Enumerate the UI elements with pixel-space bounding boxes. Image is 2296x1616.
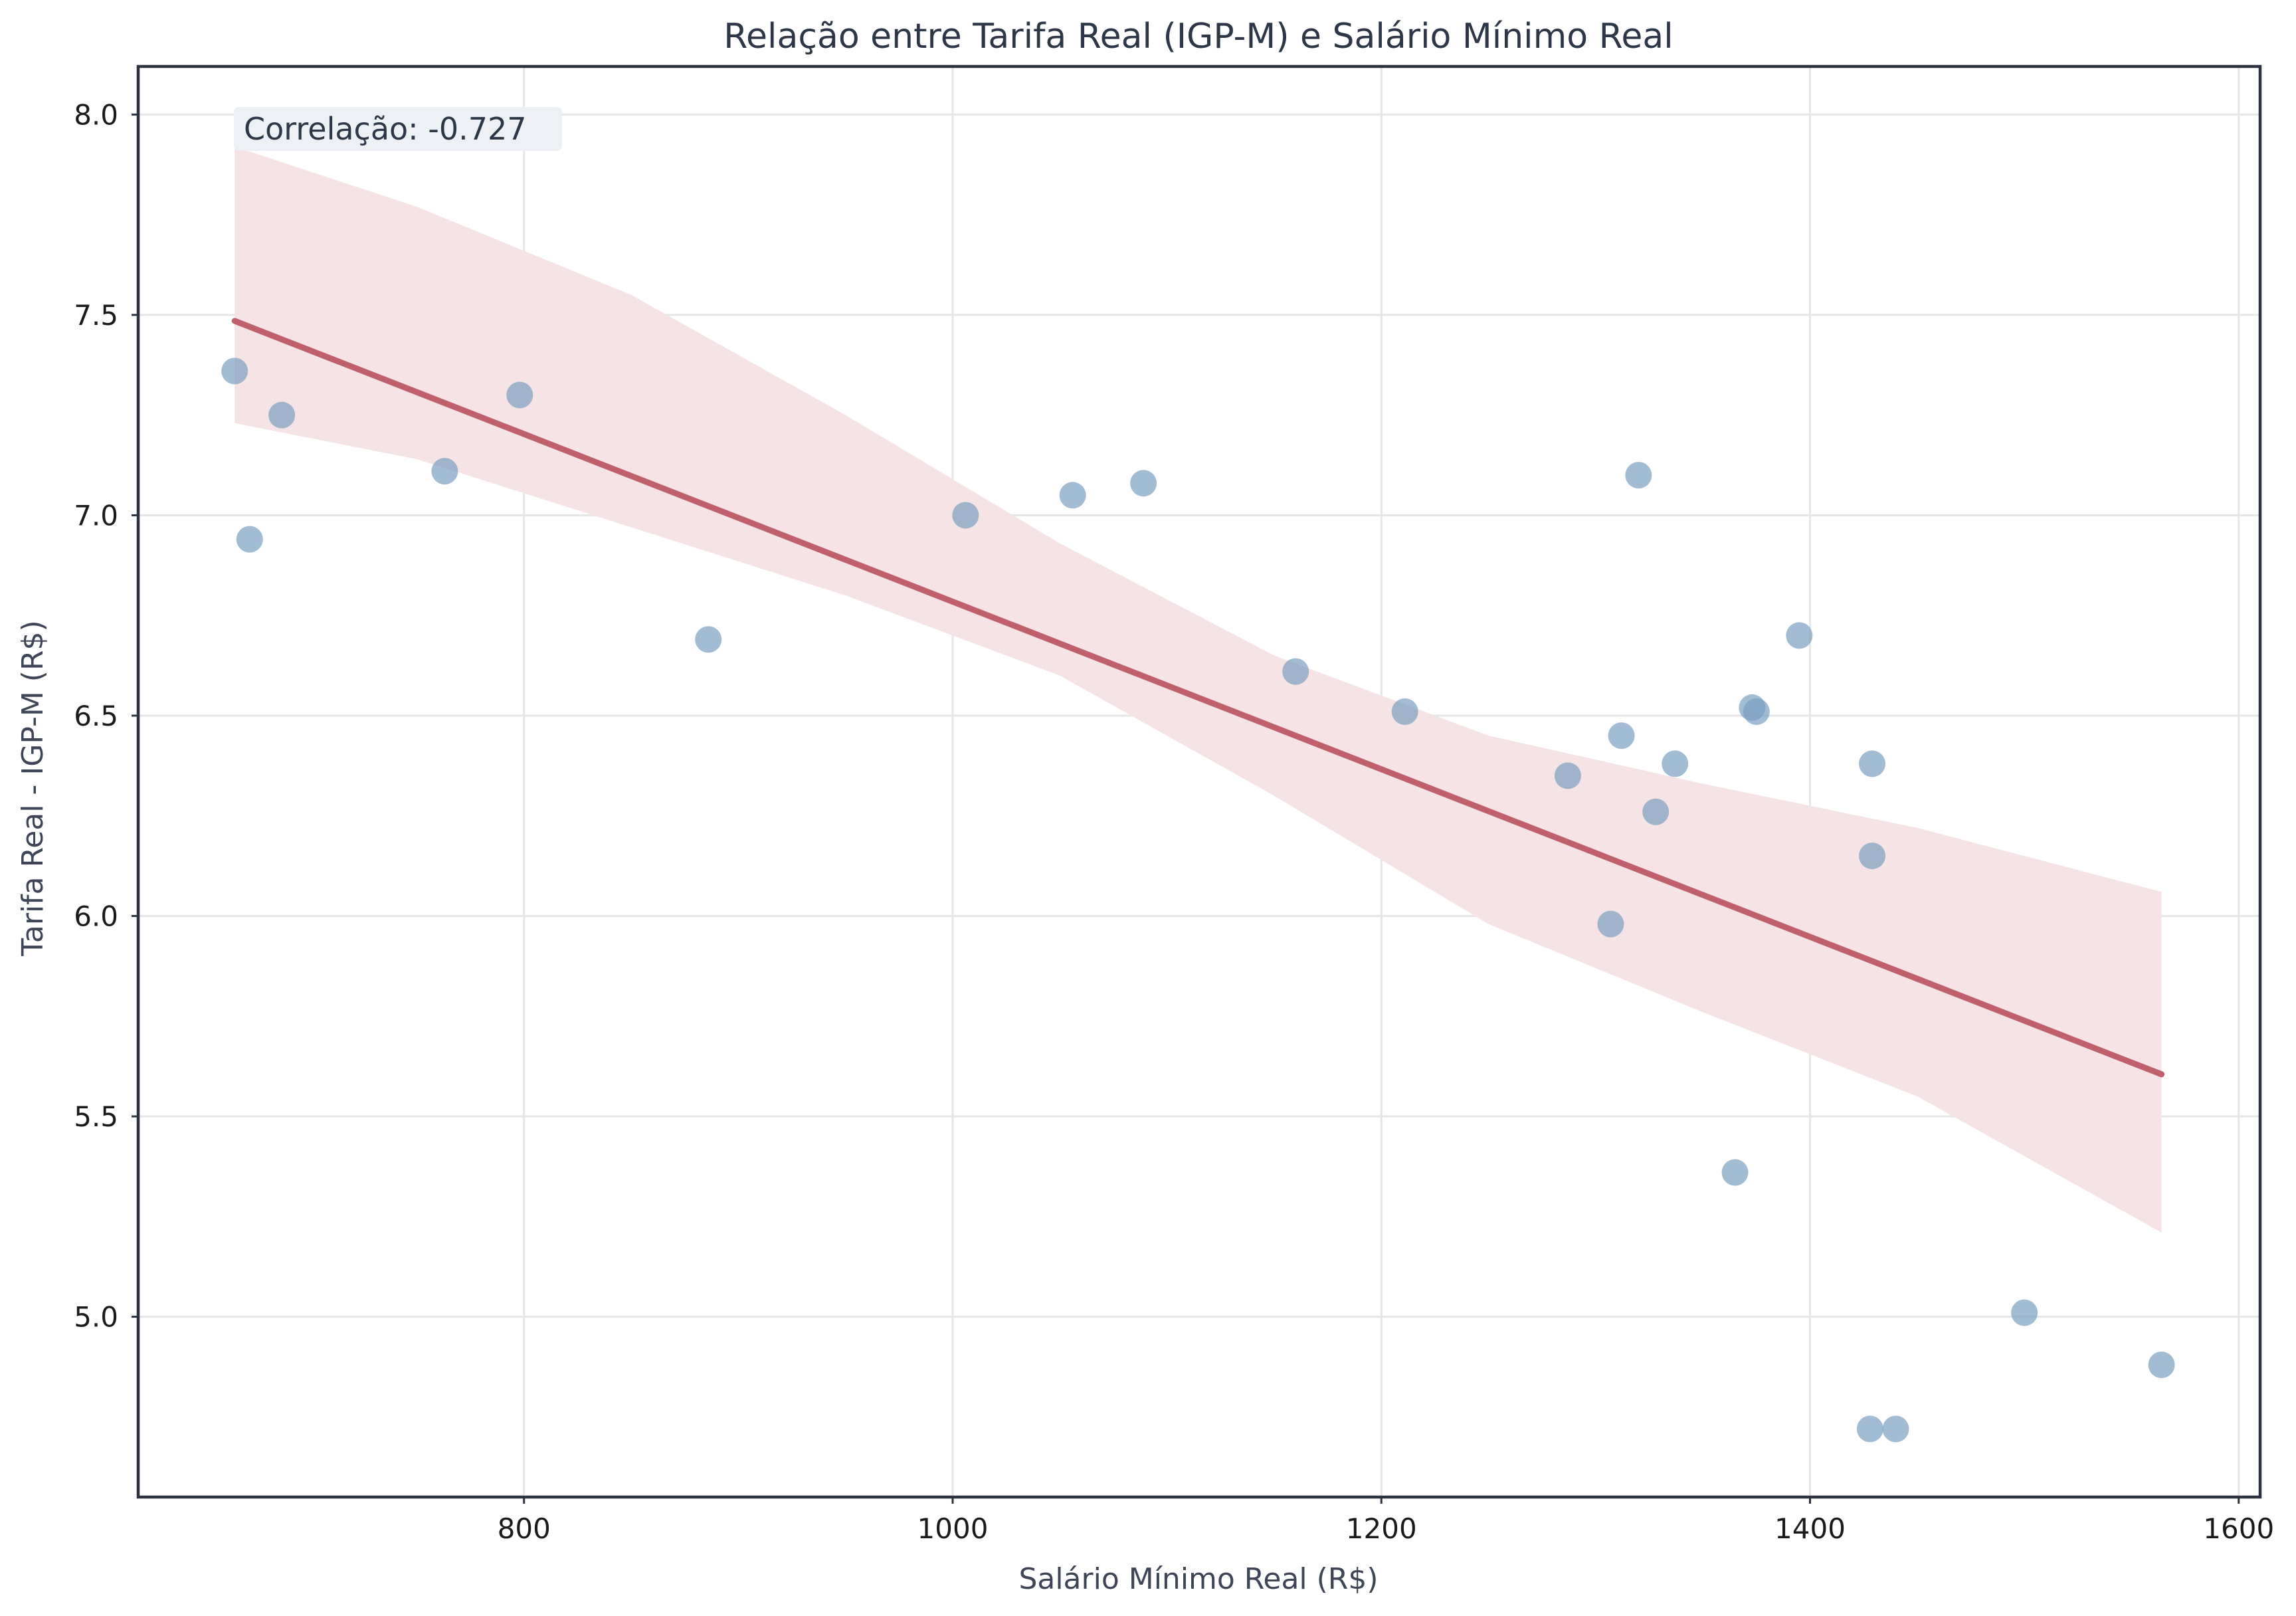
correlation-annotation-text: Correlação: -0.727 bbox=[244, 111, 527, 147]
y-tick-label-3: 6.5 bbox=[74, 700, 118, 732]
x-tick-label-4: 1600 bbox=[2203, 1512, 2274, 1545]
correlation-annotation: Correlação: -0.727 bbox=[234, 107, 562, 151]
data-point-25 bbox=[2011, 1299, 2038, 1326]
x-tick-label-0: 800 bbox=[498, 1512, 551, 1545]
regression-line bbox=[231, 318, 2165, 1078]
data-point-1 bbox=[236, 526, 263, 553]
x-tick-label-1: 1000 bbox=[917, 1512, 989, 1545]
scatter-points bbox=[221, 357, 2175, 1443]
confidence-band-layer bbox=[235, 146, 2162, 1233]
chart-title: Relação entre Tarifa Real (IGP-M) e Salá… bbox=[723, 17, 1673, 56]
data-point-0 bbox=[221, 357, 248, 385]
data-point-14 bbox=[1625, 462, 1652, 489]
data-point-11 bbox=[1554, 762, 1581, 789]
x-tick-label-2: 1200 bbox=[1346, 1512, 1417, 1545]
data-point-13 bbox=[1608, 722, 1635, 750]
y-tick-label-1: 5.5 bbox=[74, 1100, 118, 1133]
correlation-annotation-box bbox=[234, 107, 562, 151]
y-tick-label-6: 8.0 bbox=[74, 98, 118, 131]
x-axis-label: Salário Mínimo Real (R$) bbox=[1018, 1562, 1378, 1596]
y-tick-label-4: 7.0 bbox=[74, 499, 118, 532]
data-point-24 bbox=[1882, 1415, 1909, 1443]
data-point-15 bbox=[1642, 798, 1670, 825]
data-point-12 bbox=[1597, 910, 1624, 938]
data-point-16 bbox=[1662, 750, 1689, 777]
y-tick-label-2: 6.0 bbox=[74, 900, 118, 933]
data-point-10 bbox=[1391, 698, 1418, 725]
y-tick-label-0: 5.0 bbox=[74, 1301, 118, 1334]
data-point-19 bbox=[1743, 698, 1770, 725]
data-point-6 bbox=[952, 502, 979, 529]
data-point-21 bbox=[1856, 1415, 1883, 1443]
x-axis-ticks: 800 1000 1200 1400 1600 bbox=[498, 1497, 2274, 1545]
data-point-23 bbox=[1859, 843, 1886, 870]
data-point-2 bbox=[268, 401, 296, 429]
x-tick-label-3: 1400 bbox=[1774, 1512, 1846, 1545]
data-point-4 bbox=[506, 381, 533, 409]
data-point-20 bbox=[1786, 622, 1813, 649]
data-point-8 bbox=[1130, 470, 1157, 497]
y-tick-label-5: 7.5 bbox=[74, 299, 118, 332]
data-point-17 bbox=[1721, 1159, 1749, 1186]
data-point-26 bbox=[2148, 1351, 2175, 1378]
confidence-band bbox=[235, 146, 2162, 1233]
plot-frame bbox=[136, 64, 2262, 1499]
data-point-5 bbox=[695, 626, 722, 653]
y-axis-ticks: 5.0 5.5 6.0 6.5 7.0 7.5 8.0 bbox=[74, 98, 138, 1334]
data-point-3 bbox=[431, 458, 458, 485]
y-axis-label: Tarifa Real - IGP-M (R$) bbox=[16, 620, 50, 956]
data-point-9 bbox=[1282, 658, 1309, 685]
data-point-22 bbox=[1859, 750, 1886, 777]
data-point-7 bbox=[1059, 482, 1086, 509]
regression-line-layer bbox=[231, 318, 2165, 1078]
